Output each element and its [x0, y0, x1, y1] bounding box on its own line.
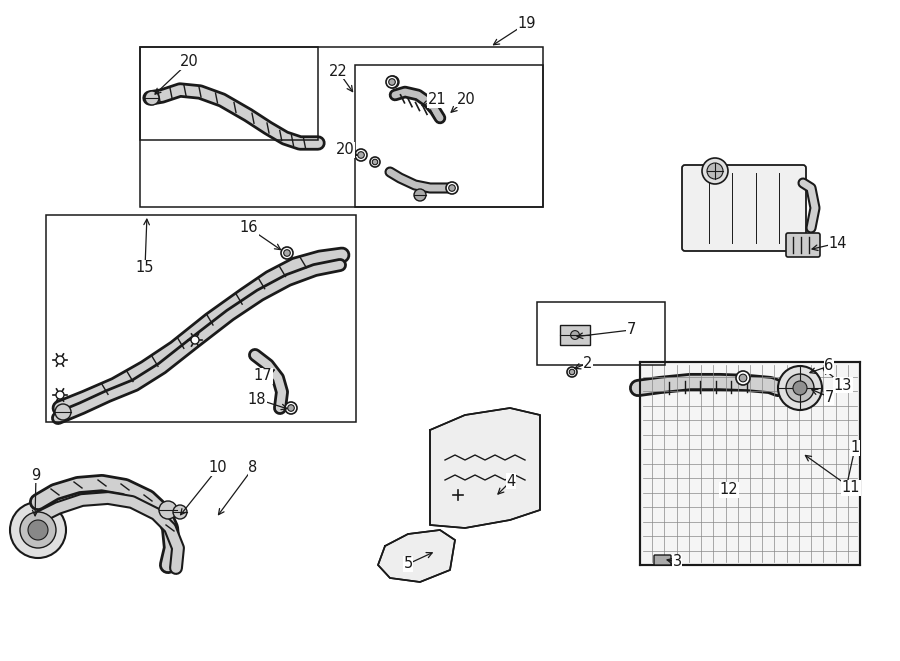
- Text: 20: 20: [180, 54, 198, 69]
- Text: 4: 4: [507, 473, 516, 488]
- Circle shape: [285, 402, 297, 414]
- Circle shape: [449, 184, 455, 191]
- Circle shape: [357, 152, 364, 158]
- Bar: [140, 47, 543, 207]
- Text: 7: 7: [626, 323, 635, 338]
- Text: 17: 17: [254, 368, 273, 383]
- Circle shape: [56, 356, 64, 364]
- Circle shape: [355, 149, 367, 161]
- FancyBboxPatch shape: [682, 165, 806, 251]
- Text: 15: 15: [136, 260, 154, 276]
- Text: 3: 3: [672, 555, 681, 570]
- Circle shape: [414, 189, 426, 201]
- Bar: [140, 47, 318, 140]
- Circle shape: [373, 159, 378, 165]
- Text: 12: 12: [720, 483, 738, 498]
- Circle shape: [778, 366, 822, 410]
- Text: 10: 10: [209, 461, 228, 475]
- Circle shape: [20, 512, 56, 548]
- Text: 13: 13: [833, 377, 852, 393]
- Circle shape: [739, 374, 747, 382]
- Text: 18: 18: [248, 391, 266, 407]
- FancyBboxPatch shape: [786, 233, 820, 257]
- Circle shape: [387, 76, 399, 88]
- Circle shape: [191, 336, 199, 344]
- Circle shape: [284, 250, 291, 256]
- Circle shape: [173, 505, 187, 519]
- Circle shape: [55, 404, 71, 420]
- Circle shape: [702, 158, 728, 184]
- Circle shape: [389, 79, 395, 85]
- Circle shape: [571, 330, 580, 339]
- Text: 6: 6: [824, 358, 833, 373]
- Circle shape: [793, 381, 807, 395]
- Circle shape: [56, 391, 64, 399]
- Circle shape: [567, 327, 583, 343]
- Text: 20: 20: [456, 91, 475, 106]
- Text: 1: 1: [850, 440, 860, 455]
- Text: 9: 9: [32, 467, 40, 483]
- Circle shape: [370, 157, 380, 167]
- Circle shape: [28, 520, 48, 540]
- Text: 20: 20: [336, 143, 355, 157]
- Bar: [46, 215, 356, 422]
- Circle shape: [567, 367, 577, 377]
- Circle shape: [281, 247, 293, 259]
- Text: 11: 11: [842, 481, 860, 496]
- Text: 16: 16: [239, 221, 258, 235]
- Bar: [537, 302, 665, 365]
- Bar: [640, 362, 860, 565]
- Text: 8: 8: [248, 461, 257, 475]
- Circle shape: [786, 374, 814, 402]
- Circle shape: [567, 327, 583, 343]
- Circle shape: [736, 371, 750, 385]
- Text: 21: 21: [428, 93, 446, 108]
- Circle shape: [386, 76, 398, 88]
- Bar: [560, 325, 590, 345]
- Circle shape: [446, 182, 458, 194]
- Text: 7: 7: [824, 389, 833, 405]
- Polygon shape: [430, 408, 540, 528]
- FancyBboxPatch shape: [654, 555, 671, 565]
- Circle shape: [707, 163, 723, 179]
- Text: 19: 19: [518, 15, 536, 30]
- Bar: [355, 65, 543, 207]
- Circle shape: [288, 405, 294, 411]
- Polygon shape: [378, 530, 455, 582]
- Circle shape: [145, 91, 159, 105]
- Circle shape: [10, 502, 66, 558]
- Text: 22: 22: [328, 63, 347, 79]
- Circle shape: [159, 501, 177, 519]
- Text: 5: 5: [403, 557, 412, 572]
- Text: 14: 14: [829, 235, 847, 251]
- Text: 2: 2: [583, 356, 593, 371]
- Circle shape: [569, 369, 575, 375]
